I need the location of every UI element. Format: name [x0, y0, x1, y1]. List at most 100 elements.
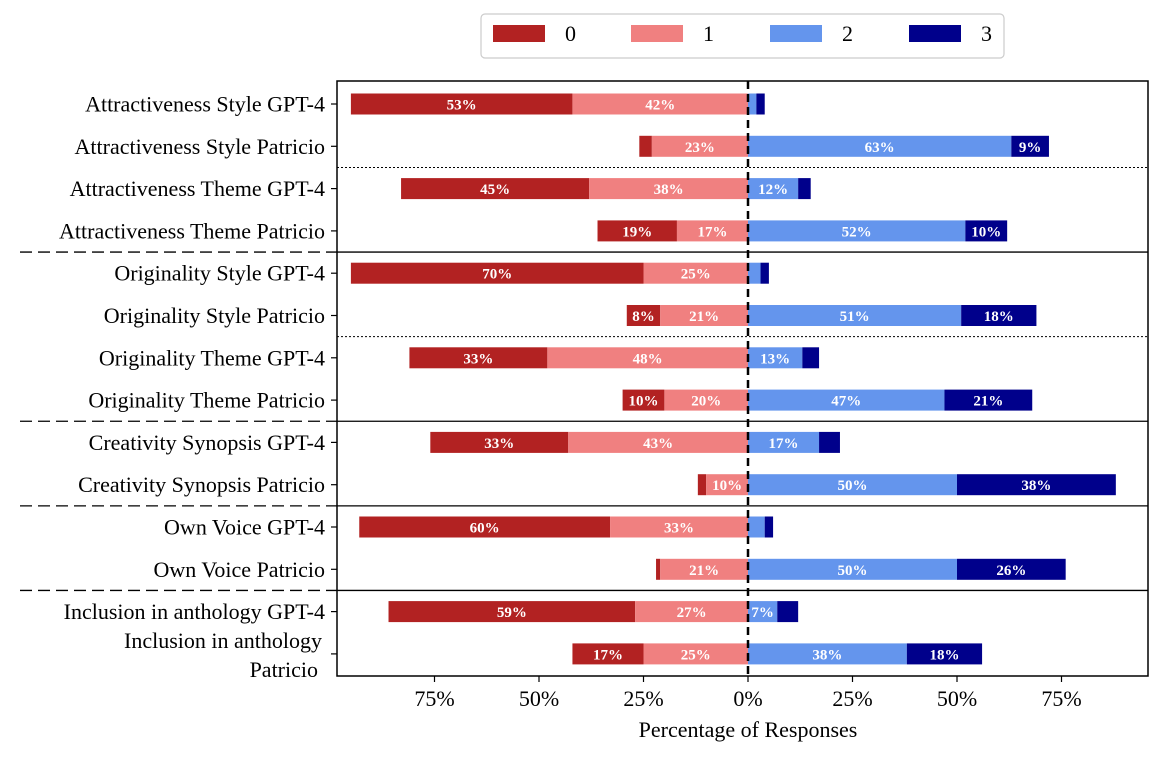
bar-row4-level2 [748, 262, 761, 284]
bar-row12-level3 [777, 601, 799, 623]
data-labels: 53% 42% 23% 63% 9% 45% 38% 12% 19% 17% 52% 10% 70% 25… [447, 98, 1052, 664]
bar-row6-level1 [547, 347, 748, 369]
plot-frame [336, 80, 1149, 677]
bar-row0-level2 [748, 93, 757, 115]
bar-row11-level2 [748, 558, 957, 580]
data-label-row7-level2: 47% [831, 394, 861, 410]
category-label-row10: Own Voice GPT-4 [164, 515, 325, 540]
data-label-row6-level2: 13% [760, 351, 790, 367]
bar-row5-level1 [660, 305, 748, 326]
legend-swatch-1 [631, 25, 683, 42]
data-label-row6-level0: 33% [463, 351, 493, 367]
category-label-row12: Inclusion in anthology GPT-4 [64, 599, 325, 624]
category-label-row2: Attractiveness Theme GPT-4 [70, 176, 325, 201]
bar-row9-level2 [748, 474, 957, 496]
data-label-row8-level0: 33% [484, 436, 514, 452]
data-label-row10-level0: 60% [470, 521, 500, 537]
bar-row10-level0 [359, 516, 611, 538]
bar-row2-level0 [401, 178, 590, 200]
x-tick-label: 25% [623, 686, 663, 711]
bar-row5-level3 [961, 305, 1037, 326]
bar-row7-level3 [944, 389, 1033, 411]
data-label-row8-level1: 43% [643, 436, 673, 452]
data-label-row13-level2: 38% [812, 647, 842, 663]
legend-label-0: 0 [565, 21, 576, 46]
data-label-row1-level3: 9% [1019, 140, 1042, 156]
legend-swatch-2 [770, 25, 822, 42]
bar-row11-level0 [656, 558, 661, 580]
bar-row11-level3 [957, 558, 1066, 580]
bar-row7-level1 [664, 389, 748, 411]
data-label-row3-level2: 52% [842, 224, 872, 240]
data-label-row9-level1: 10% [712, 478, 742, 494]
legend: 0 1 2 3 [480, 13, 1005, 59]
data-label-row9-level2: 50% [838, 478, 868, 494]
category-label-row13-line1: Patricio [250, 657, 318, 682]
data-label-row2-level2: 12% [758, 182, 788, 198]
bar-row8-level3 [819, 431, 840, 453]
bar-row3-level2 [748, 220, 966, 242]
legend-box [480, 13, 1005, 59]
bar-row6-level0 [409, 347, 548, 369]
legend-label-3: 3 [981, 21, 992, 46]
x-axis-label: Percentage of Responses [639, 717, 858, 742]
bar-row10-level1 [610, 516, 748, 538]
category-label-row9: Creativity Synopsis Patricio [78, 472, 325, 497]
bar-row1-level3 [1011, 135, 1049, 157]
bar-row4-level1 [643, 262, 748, 284]
x-tick-label: 75% [1041, 686, 1081, 711]
data-label-row7-level0: 10% [629, 394, 659, 410]
data-label-row7-level3: 21% [973, 394, 1003, 410]
separators [20, 166, 1148, 592]
data-label-row5-level1: 21% [689, 309, 719, 325]
data-label-row1-level1: 23% [685, 140, 715, 156]
category-label-row13-line0: Inclusion in anthology [124, 628, 322, 653]
bar-row9-level1 [706, 474, 748, 496]
data-label-row11-level1: 21% [689, 563, 719, 579]
data-label-row13-level3: 18% [929, 647, 959, 663]
category-label-row1: Attractiveness Style Patricio [75, 134, 326, 159]
bar-row13-level3 [906, 643, 983, 665]
bar-row5-level0 [626, 305, 661, 326]
data-label-row4-level0: 70% [482, 267, 512, 283]
category-labels: Attractiveness Style GPT-4 Attractiveness… [59, 92, 337, 682]
data-label-row6-level1: 48% [633, 351, 663, 367]
bar-row10-level3 [764, 516, 774, 538]
bar-row1-level0 [639, 135, 652, 157]
x-tick-label: 75% [414, 686, 454, 711]
category-label-row3: Attractiveness Theme Patricio [59, 218, 325, 243]
bar-row8-level0 [430, 431, 569, 453]
category-label-row0: Attractiveness Style GPT-4 [85, 92, 325, 117]
x-axis-ticks: 75% 50% 25% 0% 25% 50% 75% [414, 676, 1082, 711]
bar-row0-level3 [756, 93, 765, 115]
data-label-row0-level0: 53% [447, 98, 477, 114]
bars [350, 93, 1116, 665]
data-label-row12-level2: 7% [751, 605, 774, 621]
bar-row4-level3 [760, 262, 769, 284]
legend-label-1: 1 [703, 21, 714, 46]
legend-label-2: 2 [842, 21, 853, 46]
data-label-row3-level0: 19% [622, 224, 652, 240]
bar-row7-level2 [748, 389, 945, 411]
legend-swatch-3 [909, 25, 961, 42]
bar-row9-level0 [697, 474, 707, 496]
data-label-row2-level0: 45% [480, 182, 510, 198]
data-label-row2-level1: 38% [654, 182, 684, 198]
data-label-row13-level1: 25% [681, 647, 711, 663]
category-label-row8: Creativity Synopsis GPT-4 [89, 430, 325, 455]
bar-row2-level1 [589, 178, 748, 200]
data-label-row8-level2: 17% [769, 436, 799, 452]
data-label-row1-level2: 63% [865, 140, 895, 156]
data-label-row10-level1: 33% [664, 521, 694, 537]
data-label-row5-level3: 18% [984, 309, 1014, 325]
data-label-row5-level2: 51% [840, 309, 870, 325]
x-tick-label: 0% [733, 686, 762, 711]
category-label-row6: Originality Theme GPT-4 [99, 345, 325, 370]
bar-row12-level2 [748, 601, 778, 623]
bar-row8-level1 [568, 431, 748, 453]
legend-swatch-0 [493, 25, 545, 42]
x-tick-label: 50% [937, 686, 977, 711]
bar-row4-level0 [350, 262, 644, 284]
category-label-row11: Own Voice Patricio [154, 557, 326, 582]
bar-row5-level2 [748, 305, 962, 326]
